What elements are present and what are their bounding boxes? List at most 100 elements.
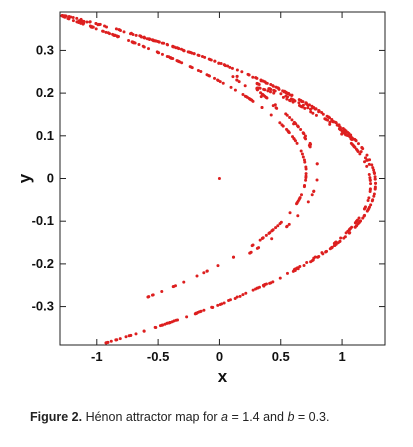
data-point xyxy=(304,137,308,141)
data-point xyxy=(274,85,278,89)
data-point xyxy=(157,40,161,44)
data-point xyxy=(362,207,366,211)
y-tick-label: -0.3 xyxy=(32,299,54,314)
data-point xyxy=(304,172,308,176)
data-point xyxy=(326,115,330,119)
data-point xyxy=(67,15,71,19)
data-point xyxy=(354,147,358,151)
data-point xyxy=(94,22,98,26)
data-point xyxy=(356,142,360,146)
data-point xyxy=(267,231,271,235)
data-point xyxy=(203,55,207,59)
data-point xyxy=(280,123,284,127)
figure-caption: Figure 2. Hénon attractor map for a = 1.… xyxy=(30,410,400,424)
data-point xyxy=(306,200,310,204)
data-point xyxy=(261,79,265,83)
data-point xyxy=(255,86,259,90)
plot-frame xyxy=(59,11,386,346)
data-point xyxy=(367,196,371,200)
data-point xyxy=(241,293,245,297)
data-point xyxy=(272,91,276,95)
data-point xyxy=(217,61,221,65)
data-point xyxy=(202,308,206,312)
data-point xyxy=(264,95,268,99)
data-point xyxy=(106,340,110,344)
data-point xyxy=(343,130,347,134)
data-point xyxy=(237,80,241,84)
figure-label: Figure 2. xyxy=(30,410,83,424)
data-point xyxy=(303,106,307,110)
data-point xyxy=(305,102,309,106)
data-point xyxy=(258,86,262,90)
data-point xyxy=(308,107,312,111)
data-point xyxy=(309,260,313,264)
data-point xyxy=(188,65,192,69)
data-point xyxy=(109,339,113,343)
data-point xyxy=(311,106,315,110)
data-point xyxy=(255,246,259,250)
data-point xyxy=(265,81,269,85)
data-point xyxy=(243,84,247,88)
data-point xyxy=(317,254,321,258)
data-point xyxy=(172,45,176,49)
x-tick-label: 1 xyxy=(338,349,345,364)
data-point xyxy=(325,249,329,253)
data-point xyxy=(210,305,214,309)
x-axis-label: x xyxy=(218,367,228,386)
data-point xyxy=(146,295,150,299)
data-point xyxy=(355,219,359,223)
data-point xyxy=(313,255,317,259)
data-point xyxy=(290,93,294,97)
data-point xyxy=(153,325,157,329)
data-point xyxy=(363,156,367,160)
data-point xyxy=(182,49,186,53)
data-point xyxy=(365,209,369,213)
data-point xyxy=(304,165,308,169)
data-point xyxy=(251,288,255,292)
data-point xyxy=(101,29,105,33)
data-point xyxy=(233,296,237,300)
data-point xyxy=(91,25,95,29)
caption-b-symbol: b xyxy=(287,410,295,424)
data-point xyxy=(205,73,209,77)
data-point xyxy=(216,303,220,307)
data-point xyxy=(151,38,155,42)
data-point xyxy=(247,73,251,77)
data-point xyxy=(226,64,230,68)
data-point xyxy=(258,238,262,242)
y-tick-label: -0.2 xyxy=(32,256,54,271)
data-point xyxy=(192,52,196,56)
data-point xyxy=(97,22,101,26)
data-point xyxy=(301,155,305,159)
data-point xyxy=(71,19,75,23)
data-point xyxy=(287,91,291,95)
data-point xyxy=(256,286,260,290)
data-point xyxy=(361,216,365,220)
data-point xyxy=(222,301,226,305)
data-point xyxy=(365,158,369,162)
data-point xyxy=(222,63,226,67)
data-point xyxy=(358,152,362,156)
data-point xyxy=(292,136,296,140)
data-point xyxy=(309,110,313,114)
data-point xyxy=(156,51,160,55)
data-point xyxy=(114,27,118,31)
data-point xyxy=(366,198,370,202)
data-point xyxy=(248,251,252,255)
data-point xyxy=(328,120,332,124)
data-points xyxy=(60,13,378,345)
data-point xyxy=(202,271,206,275)
data-point xyxy=(359,150,363,154)
data-point xyxy=(75,16,79,20)
data-point xyxy=(362,214,366,218)
data-point xyxy=(261,236,265,240)
data-point xyxy=(274,106,278,110)
data-point xyxy=(343,235,347,239)
y-axis-label: y xyxy=(15,173,34,183)
data-point xyxy=(85,20,89,24)
data-point xyxy=(142,329,146,333)
data-point xyxy=(286,129,290,133)
data-point xyxy=(337,124,341,128)
data-point xyxy=(273,89,277,93)
data-point xyxy=(347,131,351,135)
